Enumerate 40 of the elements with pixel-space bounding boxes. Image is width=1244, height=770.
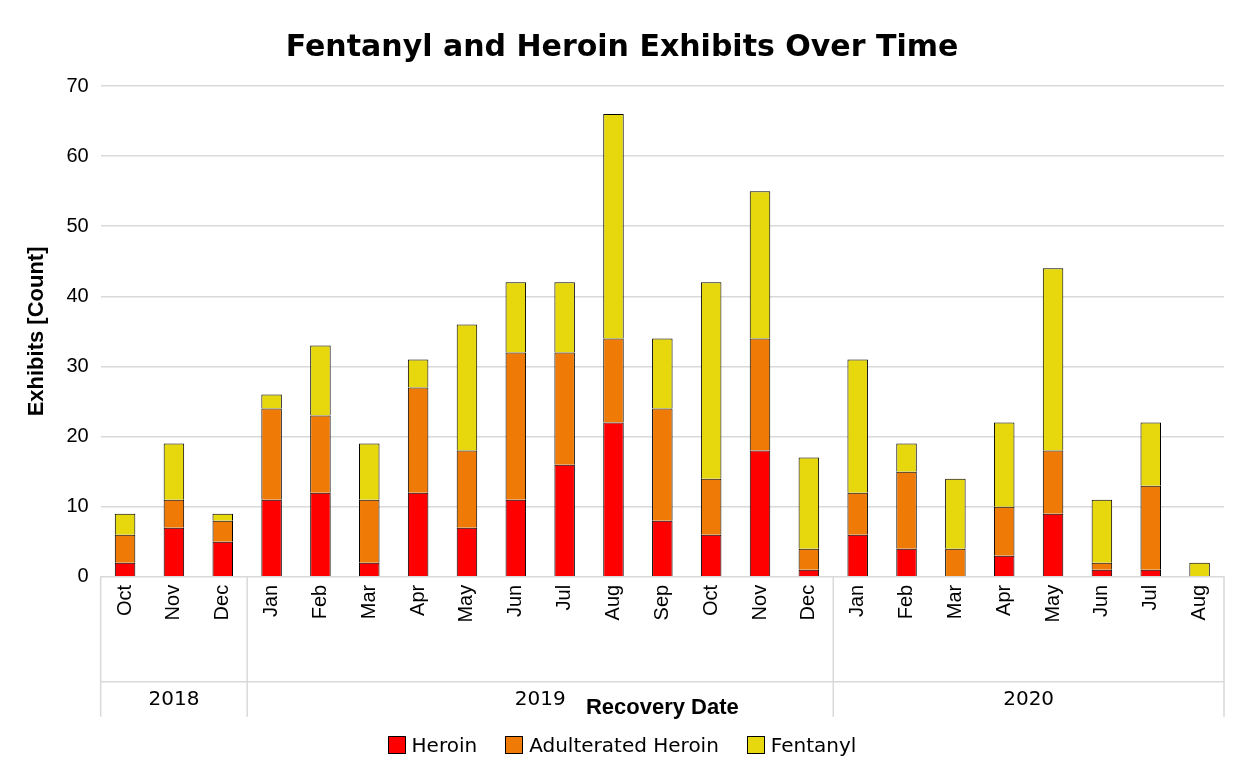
x-tick-label: Jun: [503, 584, 526, 618]
x-axis-title: Recovery Date: [585, 693, 739, 719]
x-tick-label: Sep: [649, 584, 672, 621]
x-tick-label: Oct: [698, 584, 721, 616]
x-tick-label: Dec: [210, 584, 233, 621]
x-tick-label: Nov: [161, 584, 184, 621]
y-tick-label: 10: [66, 494, 89, 517]
x-tick-label: Jan: [845, 584, 868, 618]
x-tick-label: Apr: [991, 584, 1014, 616]
y-tick-label: 50: [66, 213, 89, 236]
y-tick-label: 20: [66, 424, 89, 447]
y-tick-label: 30: [66, 353, 89, 376]
x-tick-label: Oct: [112, 584, 135, 616]
x-tick-label: Jul: [552, 584, 575, 611]
x-tick-label: May: [454, 584, 477, 623]
text: 2018: [148, 686, 200, 711]
x-tick-label: May: [1040, 584, 1063, 623]
x-tick-label: Mar: [356, 584, 379, 620]
x-tick-label: Jan: [259, 584, 282, 618]
x-tick-label: Nov: [747, 584, 770, 621]
x-tick-label: Feb: [894, 584, 917, 620]
x-tick-label: Aug: [1187, 584, 1210, 621]
text: 2020: [1003, 686, 1055, 711]
chart-title: Fentanyl and Heroin Exhibits Over Time: [285, 27, 959, 63]
y-tick-label: 70: [66, 73, 89, 96]
x-tick-label: Jul: [1138, 584, 1161, 611]
x-tick-label: Aug: [601, 584, 623, 621]
legend-label: Heroin: [411, 733, 478, 757]
y-tick-label: 60: [66, 143, 89, 166]
text: 2019: [514, 686, 566, 711]
y-tick-label: 40: [66, 283, 89, 306]
x-tick-label: Jun: [1089, 584, 1112, 618]
x-tick-label: Dec: [796, 584, 819, 621]
x-tick-label: Feb: [307, 584, 330, 620]
legend-label: Fentanyl: [770, 733, 857, 757]
y-axis-title: Exhibits [Count]: [23, 246, 49, 417]
x-tick-label: Mar: [942, 584, 965, 620]
y-tick-label: 0: [77, 564, 89, 587]
legend-label: Adulterated Heroin: [529, 733, 719, 757]
x-tick-label: Apr: [405, 584, 428, 616]
